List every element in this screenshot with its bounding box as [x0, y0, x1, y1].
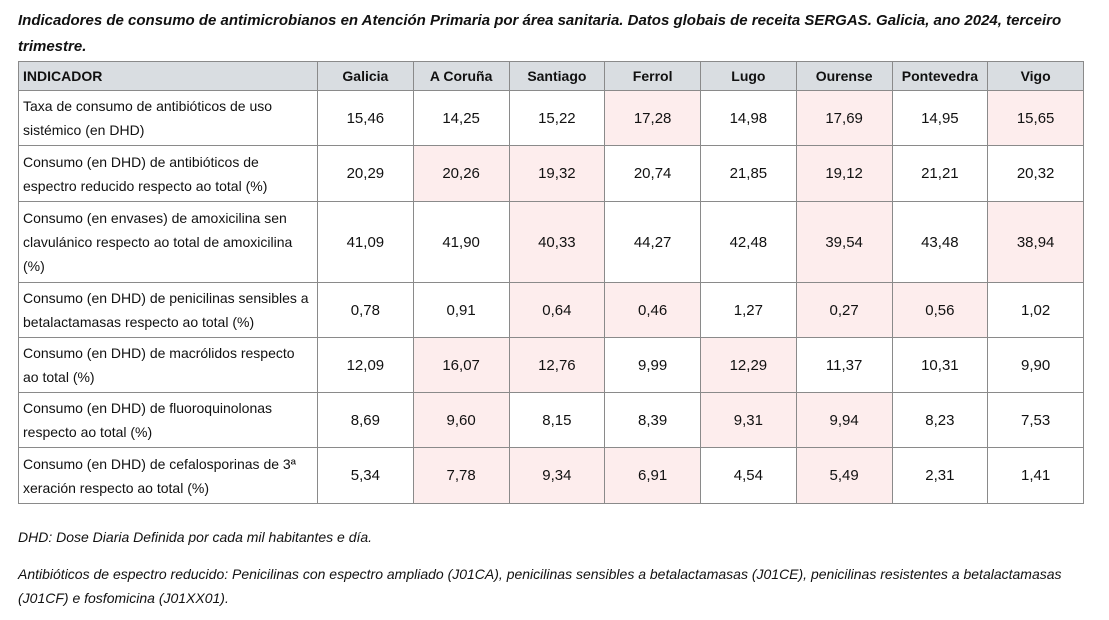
value-cell: 15,46: [317, 90, 414, 146]
value-cell: 21,21: [891, 145, 989, 202]
value-cell: 41,90: [412, 201, 510, 283]
value-cell: 9,99: [604, 337, 701, 393]
value-cell: 20,74: [604, 145, 701, 202]
value-cell: 5,49: [795, 447, 893, 504]
value-cell: 15,22: [508, 90, 606, 146]
value-cell: 0,91: [412, 282, 510, 338]
value-cell: 9,60: [412, 392, 510, 448]
value-cell: 21,85: [700, 145, 797, 202]
indicator-cell: Consumo (en DHD) de cefalosporinas de 3ª…: [18, 447, 318, 504]
value-cell: 43,48: [891, 201, 989, 283]
value-cell: 42,48: [700, 201, 797, 283]
value-cell: 12,76: [508, 337, 606, 393]
value-cell: 10,31: [891, 337, 989, 393]
value-cell: 0,78: [317, 282, 414, 338]
indicator-cell: Consumo (en envases) de amoxicilina sen …: [18, 201, 318, 283]
value-cell: 17,69: [795, 90, 893, 146]
header-area: Ourense: [795, 61, 893, 91]
value-cell: 6,91: [604, 447, 701, 504]
value-cell: 0,64: [508, 282, 606, 338]
table-row: Consumo (en DHD) de antibióticos de espe…: [18, 145, 1084, 202]
value-cell: 11,37: [795, 337, 893, 393]
header-area: Ferrol: [604, 61, 701, 91]
indicator-cell: Consumo (en DHD) de antibióticos de espe…: [18, 145, 318, 202]
value-cell: 4,54: [700, 447, 797, 504]
header-area: Santiago: [508, 61, 606, 91]
indicator-cell: Consumo (en DHD) de macrólidos respecto …: [18, 337, 318, 393]
value-cell: 0,27: [795, 282, 893, 338]
value-cell: 9,31: [700, 392, 797, 448]
table-row: Consumo (en envases) de amoxicilina sen …: [18, 201, 1084, 283]
value-cell: 8,15: [508, 392, 606, 448]
value-cell: 14,98: [700, 90, 797, 146]
value-cell: 12,29: [700, 337, 797, 393]
value-cell: 9,94: [795, 392, 893, 448]
table-row: Consumo (en DHD) de fluoroquinolonas res…: [18, 392, 1084, 448]
value-cell: 38,94: [987, 201, 1084, 283]
indicator-cell: Consumo (en DHD) de fluoroquinolonas res…: [18, 392, 318, 448]
value-cell: 39,54: [795, 201, 893, 283]
value-cell: 1,41: [987, 447, 1084, 504]
header-area: Galicia: [317, 61, 414, 91]
value-cell: 0,56: [891, 282, 989, 338]
value-cell: 14,25: [412, 90, 510, 146]
value-cell: 5,34: [317, 447, 414, 504]
footnote-spectrum: Antibióticos de espectro reducido: Penic…: [18, 566, 1062, 606]
header-row: INDICADOR Galicia A Coruña Santiago Ferrol Lu…: [18, 61, 1084, 91]
value-cell: 20,32: [987, 145, 1084, 202]
value-cell: 8,39: [604, 392, 701, 448]
value-cell: 20,26: [412, 145, 510, 202]
value-cell: 1,02: [987, 282, 1084, 338]
value-cell: 8,69: [317, 392, 414, 448]
indicator-cell: Consumo (en DHD) de penicilinas sensible…: [18, 282, 318, 338]
indicators-table: INDICADOR Galicia A Coruña Santiago Ferrol Lu…: [18, 61, 1084, 504]
table-row: Taxa de consumo de antibióticos de uso s…: [18, 90, 1084, 146]
header-area: Vigo: [987, 61, 1084, 91]
value-cell: 20,29: [317, 145, 414, 202]
value-cell: 17,28: [604, 90, 701, 146]
header-indicator: INDICADOR: [18, 61, 318, 91]
header-area: A Coruña: [412, 61, 510, 91]
value-cell: 7,53: [987, 392, 1084, 448]
value-cell: 1,27: [700, 282, 797, 338]
value-cell: 14,95: [891, 90, 989, 146]
value-cell: 19,32: [508, 145, 606, 202]
footnote-dhd: DHD: Dose Diaria Definida por cada mil h…: [18, 529, 373, 545]
value-cell: 41,09: [317, 201, 414, 283]
value-cell: 44,27: [604, 201, 701, 283]
value-cell: 16,07: [412, 337, 510, 393]
value-cell: 9,90: [987, 337, 1084, 393]
indicator-cell: Taxa de consumo de antibióticos de uso s…: [18, 90, 318, 146]
value-cell: 8,23: [891, 392, 989, 448]
value-cell: 7,78: [412, 447, 510, 504]
header-area: Lugo: [700, 61, 797, 91]
value-cell: 12,09: [317, 337, 414, 393]
value-cell: 40,33: [508, 201, 606, 283]
value-cell: 15,65: [987, 90, 1084, 146]
table-row: Consumo (en DHD) de macrólidos respecto …: [18, 337, 1084, 393]
value-cell: 19,12: [795, 145, 893, 202]
value-cell: 9,34: [508, 447, 606, 504]
header-area: Pontevedra: [891, 61, 989, 91]
value-cell: 2,31: [891, 447, 989, 504]
value-cell: 0,46: [604, 282, 701, 338]
table-title: Indicadores de consumo de antimicrobiano…: [18, 12, 1062, 55]
table-row: Consumo (en DHD) de penicilinas sensible…: [18, 282, 1084, 338]
table-row: Consumo (en DHD) de cefalosporinas de 3ª…: [18, 447, 1084, 504]
